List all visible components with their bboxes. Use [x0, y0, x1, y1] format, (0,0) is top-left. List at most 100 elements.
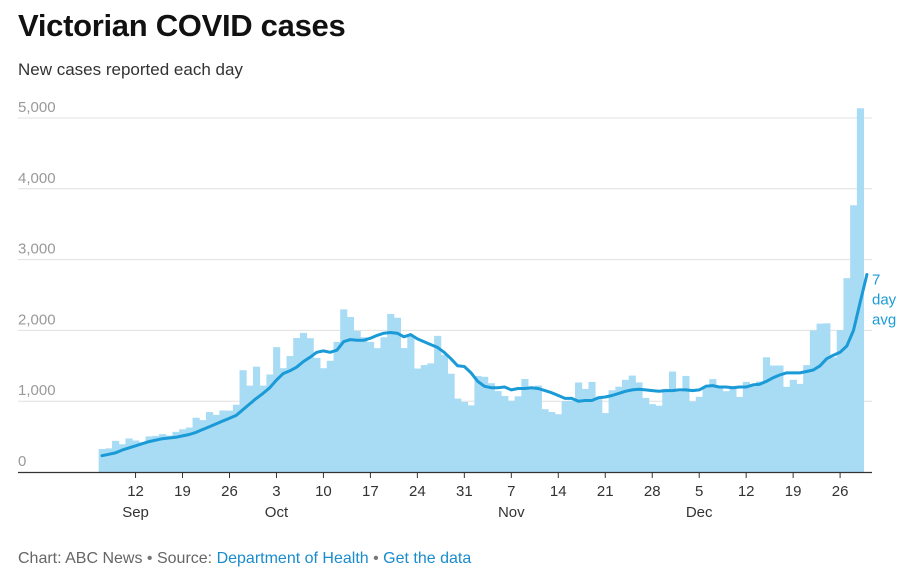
daily-cases-bar — [823, 323, 831, 472]
daily-cases-bar — [340, 309, 348, 472]
chart-footer: Chart: ABC News • Source: Department of … — [18, 550, 471, 568]
daily-cases-bar — [299, 332, 308, 472]
x-month-label: Sep — [122, 504, 149, 521]
daily-cases-bar — [206, 412, 214, 472]
x-tick-label: 10 — [315, 483, 332, 500]
footer-credit: Chart: ABC News — [18, 550, 143, 567]
daily-cases-bar — [333, 341, 341, 472]
daily-cases-bar — [695, 396, 703, 472]
daily-cases-bar — [816, 323, 824, 472]
daily-cases-bar — [843, 278, 851, 472]
daily-cases-bar — [313, 357, 321, 472]
daily-cases-bar — [783, 386, 791, 472]
daily-cases-bar — [226, 410, 234, 472]
daily-cases-bar — [105, 448, 113, 472]
daily-cases-bar — [850, 205, 858, 473]
daily-cases-bar — [494, 391, 502, 472]
daily-cases-bar — [467, 405, 475, 472]
daily-cases-bar — [675, 391, 683, 472]
daily-cases-bar — [561, 401, 569, 472]
daily-cases-bar — [742, 381, 750, 472]
daily-cases-bar — [407, 335, 415, 472]
daily-cases-bar — [575, 382, 583, 472]
daily-cases-bar — [125, 438, 133, 472]
daily-cases-bar — [642, 397, 650, 472]
daily-cases-bar — [232, 404, 240, 472]
daily-cases-bar — [279, 368, 287, 472]
footer-separator: • — [142, 550, 157, 567]
daily-cases-bar — [668, 371, 677, 472]
daily-cases-bar — [709, 379, 717, 472]
daily-cases-bar — [554, 414, 563, 472]
daily-cases-bar — [400, 348, 408, 472]
daily-cases-bar — [266, 374, 274, 472]
daily-cases-bar — [380, 337, 388, 472]
y-tick-label: 2,000 — [18, 311, 56, 328]
daily-cases-bar — [541, 409, 549, 472]
avg-line-label: day — [872, 291, 897, 308]
daily-cases-bar — [252, 366, 261, 472]
daily-cases-bar — [501, 396, 509, 472]
daily-cases-bar — [514, 396, 522, 472]
chart-subtitle: New cases reported each day — [18, 60, 243, 79]
bars — [98, 108, 864, 473]
daily-cases-bar — [219, 410, 227, 472]
daily-cases-bar — [393, 317, 401, 472]
daily-cases-bar — [769, 365, 777, 472]
y-tick-label: 0 — [18, 453, 26, 470]
footer-separator: • — [368, 550, 384, 567]
daily-cases-bar — [776, 365, 784, 472]
y-tick-label: 1,000 — [18, 382, 56, 399]
daily-cases-bar — [199, 420, 207, 472]
daily-cases-bar — [481, 376, 489, 472]
x-tick-label: 14 — [550, 483, 567, 500]
daily-cases-bar — [138, 442, 147, 472]
daily-cases-bar — [118, 444, 126, 472]
get-data-link[interactable]: Get the data — [383, 550, 472, 567]
daily-cases-bar — [521, 379, 529, 472]
daily-cases-bar — [353, 330, 361, 472]
daily-cases-bar — [736, 396, 744, 472]
daily-cases-bar — [715, 387, 724, 472]
daily-cases-bar — [326, 360, 334, 472]
avg-line-label: avg — [872, 311, 896, 328]
daily-cases-bar — [420, 365, 428, 472]
daily-cases-bar — [346, 317, 355, 472]
daily-cases-bar — [749, 386, 757, 472]
daily-cases-bar — [165, 435, 173, 472]
x-tick-label: 26 — [221, 483, 238, 500]
y-tick-label: 5,000 — [18, 99, 56, 116]
daily-cases-bar — [581, 388, 589, 472]
daily-cases-bar — [212, 414, 220, 472]
x-tick-label: 5 — [695, 483, 703, 500]
y-tick-label: 4,000 — [18, 170, 56, 187]
x-tick-label: 12 — [127, 483, 144, 500]
daily-cases-bar — [528, 387, 536, 472]
daily-cases-bar — [387, 313, 395, 472]
daily-cases-bar — [635, 382, 643, 472]
daily-cases-bar — [360, 337, 368, 472]
daily-cases-bar — [689, 401, 697, 472]
x-tick-label: 3 — [272, 483, 280, 500]
daily-cases-bar — [179, 429, 187, 472]
daily-cases-bar — [507, 400, 516, 472]
daily-cases-bar — [185, 427, 193, 472]
source-link[interactable]: Department of Health — [216, 550, 369, 567]
daily-cases-bar — [756, 381, 764, 472]
avg-line-label: 7 — [872, 271, 880, 288]
daily-cases-bar — [803, 365, 811, 472]
daily-cases-bar — [595, 399, 603, 472]
daily-cases-bar — [601, 413, 610, 472]
daily-cases-bar — [588, 381, 596, 472]
x-tick-label: 24 — [409, 483, 426, 500]
daily-cases-bar — [414, 368, 422, 472]
daily-cases-bar — [286, 356, 294, 472]
daily-cases-bar — [682, 375, 690, 472]
daily-cases-bar — [98, 449, 106, 472]
x-axis — [18, 471, 872, 478]
daily-cases-bar — [152, 435, 160, 472]
daily-cases-bar — [427, 363, 435, 472]
daily-cases-bar — [856, 108, 864, 472]
daily-cases-bar — [722, 391, 730, 472]
daily-cases-bar — [373, 348, 381, 472]
